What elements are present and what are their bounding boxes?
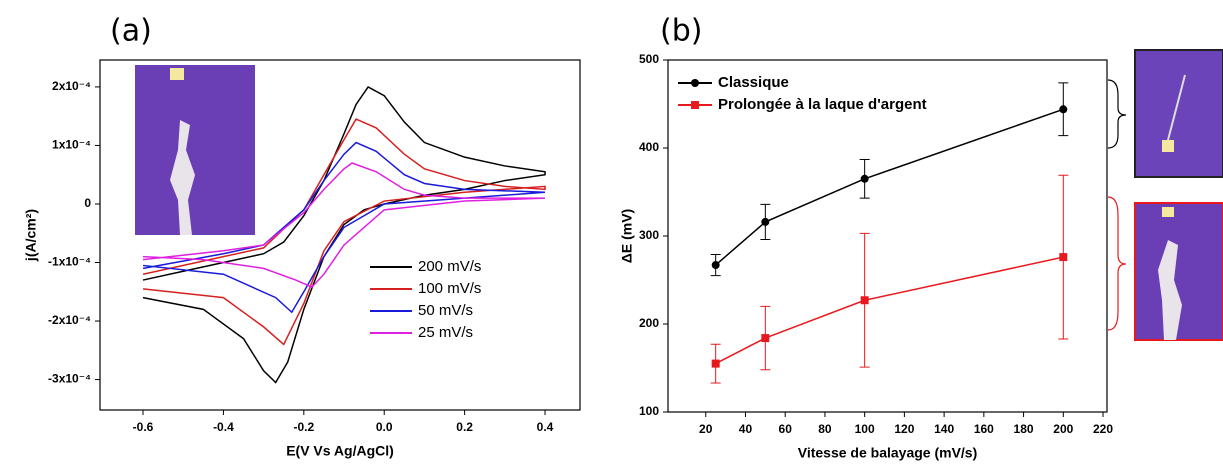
photo-pad (1162, 140, 1174, 152)
x-tick-label: 0.0 (376, 420, 393, 434)
y-tick-label: 100 (639, 404, 659, 418)
series-line (142, 118, 546, 346)
legend-label: 200 mV/s (418, 258, 481, 275)
x-tick-label: 40 (739, 422, 753, 436)
series-line (142, 141, 546, 314)
marker (711, 359, 720, 368)
y-tick-label: 0 (84, 196, 91, 210)
series-line (142, 85, 546, 384)
x-tick-label: 200 (1053, 422, 1073, 436)
x-tick-label: -0.2 (293, 420, 314, 434)
x-tick-label: 60 (779, 422, 793, 436)
photo-electrode (170, 120, 195, 235)
brace (1107, 196, 1127, 331)
x-tick-label: 220 (1093, 422, 1113, 436)
y-tick-label: 300 (639, 228, 659, 242)
series-line (715, 256, 1064, 365)
x-tick-label: 100 (855, 422, 875, 436)
inset-photo (135, 65, 255, 235)
x-tick-label: 140 (934, 422, 954, 436)
panel-title: (b) (660, 14, 702, 49)
marker (1059, 253, 1068, 262)
y-tick-label: 1x10⁻⁴ (52, 138, 91, 152)
x-tick-label: 80 (818, 422, 832, 436)
photo-pad (1162, 207, 1174, 217)
marker (860, 174, 869, 183)
marker (761, 334, 770, 343)
y-axis-label: ΔE (mV) (619, 209, 635, 263)
photo-classic (1134, 49, 1223, 178)
y-tick-label: 2x10⁻⁴ (52, 79, 91, 93)
y-tick-label: 500 (639, 52, 659, 66)
photo-electrode (1158, 240, 1182, 340)
y-tick-label: -1x10⁻⁴ (48, 255, 91, 269)
x-tick-label: 180 (1014, 422, 1034, 436)
series-line (142, 162, 546, 288)
y-tick-label: -3x10⁻⁴ (48, 372, 91, 386)
x-tick-label: 0.2 (456, 420, 473, 434)
x-tick-label: -0.6 (133, 420, 154, 434)
marker (1059, 105, 1068, 114)
panel-title: (a) (110, 14, 152, 49)
y-tick-label: -2x10⁻⁴ (48, 313, 91, 327)
x-tick-label: 160 (974, 422, 994, 436)
x-axis-label: Vitesse de balayage (mV/s) (798, 445, 978, 461)
photo-wire (1167, 74, 1186, 141)
photo-pad (170, 68, 184, 80)
x-tick-label: 20 (699, 422, 713, 436)
marker (860, 296, 869, 305)
x-axis-label: E(V Vs Ag/AgCl) (286, 443, 394, 459)
y-tick-label: 400 (639, 140, 659, 154)
marker (761, 217, 770, 226)
x-tick-label: 120 (894, 422, 914, 436)
x-tick-label: -0.4 (213, 420, 234, 434)
marker (691, 79, 699, 87)
legend-label: Prolongée à la laque d'argent (718, 96, 927, 113)
marker (711, 261, 720, 270)
marker (691, 101, 699, 109)
brace (1107, 79, 1127, 149)
legend-label: 25 mV/s (418, 324, 473, 341)
legend-label: 100 mV/s (418, 280, 481, 297)
y-axis-label: j(A/cm²) (23, 209, 39, 262)
series-line (715, 108, 1064, 266)
legend-label: Classique (718, 74, 789, 91)
y-tick-label: 200 (639, 316, 659, 330)
legend-label: 50 mV/s (418, 302, 473, 319)
plot-frame (99, 59, 581, 411)
x-tick-label: 0.4 (537, 420, 554, 434)
